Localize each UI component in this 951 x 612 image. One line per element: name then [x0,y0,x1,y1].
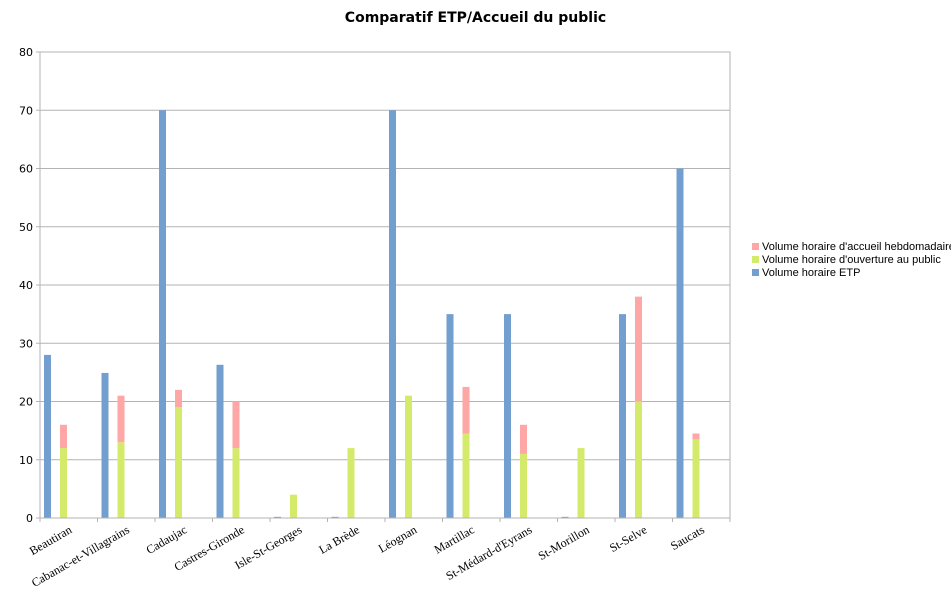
chart-bars [44,110,700,518]
x-tick-label: Cabanac-et-Villagrains [29,522,132,590]
x-tick-label: La Brède [316,522,361,556]
bar-etp [216,364,224,518]
bar-stack-segment [117,442,125,518]
bar-etp [101,372,109,518]
x-tick-label: Saucats [668,522,707,553]
legend-swatch [752,269,759,276]
chart-axes [39,51,731,522]
bar-stack-segment [232,401,240,449]
bar-stack-segment [175,389,182,408]
bar-etp [676,168,684,518]
chart-legend: Volume horaire d'accueil hebdomadaireVol… [752,241,951,279]
bar-stack-segment [635,296,642,402]
bar-stack-segment [520,424,527,454]
x-tick-label: St-Morillon [536,522,592,562]
y-tick-label: 20 [19,396,33,409]
bar-stack-segment [117,395,125,443]
chart-title: Comparatif ETP/Accueil du public [344,10,607,26]
bar-stack-segment [347,448,355,518]
y-tick-label: 80 [19,46,33,59]
y-tick-label: 0 [26,512,33,525]
x-tick-label: Beautiran [27,522,74,557]
x-tick-label: St-Selve [607,522,649,554]
bar-stack-segment [520,453,527,518]
bar-etp [159,110,166,518]
legend-swatch [752,256,759,263]
y-tick-label: 40 [19,279,33,292]
y-tick-label: 70 [19,104,33,117]
bar-stack-segment [290,494,297,518]
bar-etp [446,314,454,518]
bar-stack-segment [405,395,412,518]
x-tick-label: Martillac [432,522,477,556]
bar-etp [619,314,626,518]
bar-stack-segment [232,448,240,518]
bar-stack-segment [60,448,67,518]
bar-etp [504,314,511,518]
bar-etp [44,354,51,518]
y-tick-label: 30 [19,337,33,350]
x-tick-label: Léognan [376,522,419,555]
bar-etp [274,516,281,518]
bar-stack-segment [462,433,470,518]
bar-stack-segment [692,433,700,440]
y-tick-label: 60 [19,163,33,176]
y-tick-label: 50 [19,221,33,234]
bar-stack-segment [577,448,585,518]
x-tick-label: Cadaujac [144,522,190,556]
bar-stack-segment [462,386,470,434]
bar-etp [389,110,396,518]
bar-etp [331,516,339,518]
bar-stack-segment [635,401,642,518]
y-axis-ticks: 0 10 20 30 40 50 60 70 80 [19,46,33,525]
legend-swatch [752,243,759,250]
bar-stack-segment [692,439,700,518]
bar-etp [561,516,569,518]
legend-label: Volume horaire d'ouverture au public [762,254,941,266]
bar-stack-segment [60,424,67,449]
legend-label: Volume horaire ETP [762,267,860,279]
y-tick-label: 10 [19,454,33,467]
bar-stack-segment [175,407,182,518]
legend-label: Volume horaire d'accueil hebdomadaire [762,241,951,253]
